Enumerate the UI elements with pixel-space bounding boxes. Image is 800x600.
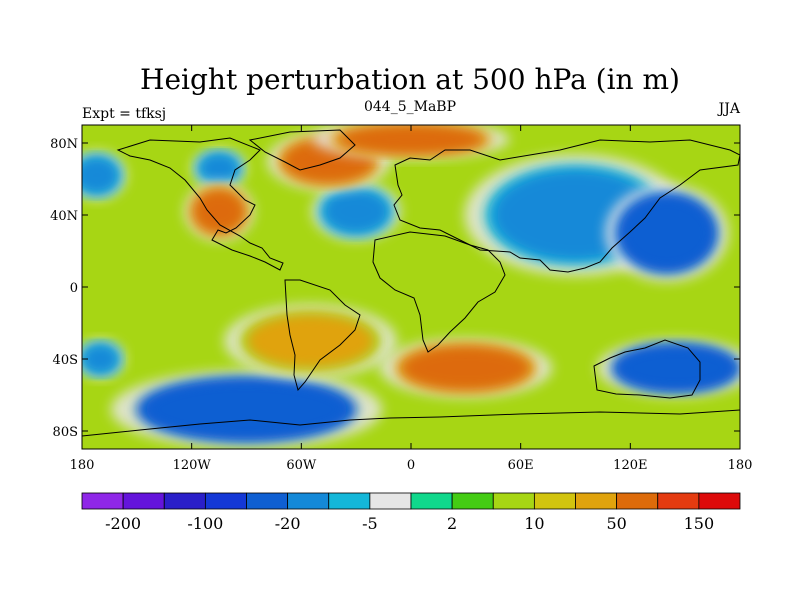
field-core bbox=[323, 189, 390, 233]
field-core bbox=[145, 380, 348, 439]
europe-asia-outline bbox=[393, 139, 740, 273]
field-core bbox=[337, 125, 485, 154]
colorbar-swatch bbox=[698, 492, 741, 510]
colorbar-swatch bbox=[328, 492, 371, 510]
colorbar-swatch bbox=[575, 492, 618, 510]
field-core bbox=[621, 197, 713, 269]
field-core bbox=[401, 346, 530, 390]
colorbar-swatch bbox=[410, 492, 453, 510]
colorbar-swatch bbox=[616, 492, 659, 510]
field-core bbox=[82, 157, 119, 194]
field-contours bbox=[82, 125, 740, 449]
field-region-southern-ocean-low bbox=[110, 370, 383, 449]
colorbar-label: 2 bbox=[447, 514, 457, 533]
x-tick-label: 60W bbox=[286, 458, 317, 473]
field-core bbox=[617, 346, 735, 390]
field-region-north-america-high bbox=[184, 182, 254, 241]
colorbar-swatch bbox=[204, 492, 247, 510]
colorbar-swatch bbox=[451, 492, 494, 510]
colorbar-label: 10 bbox=[524, 514, 544, 533]
y-axis: 80N 40N 0 40S 80S bbox=[50, 137, 740, 440]
continent-outlines bbox=[82, 129, 740, 437]
field-region-south-america-high bbox=[224, 304, 397, 378]
colorbar-swatch bbox=[657, 492, 700, 510]
colorbar-label: 150 bbox=[684, 514, 715, 533]
australia-outline bbox=[593, 339, 701, 399]
antarctica-outline bbox=[82, 409, 740, 437]
x-tick-label: 180 bbox=[728, 458, 753, 473]
period-label: 044_5_MaBP bbox=[364, 99, 456, 115]
greenland-outline bbox=[248, 129, 356, 171]
chart-title: Height perturbation at 500 hPa (in m) bbox=[140, 63, 680, 96]
colorbar-swatch bbox=[287, 492, 330, 510]
x-tick-label: 120E bbox=[613, 458, 647, 473]
south-america-outline bbox=[284, 279, 361, 392]
y-tick-label: 80N bbox=[50, 137, 78, 152]
colorbar-swatch bbox=[533, 492, 576, 510]
season-label: JJA bbox=[717, 101, 741, 117]
x-tick-label: 0 bbox=[407, 458, 415, 473]
colorbar-label: -5 bbox=[362, 514, 378, 533]
colorbar-label: -20 bbox=[275, 514, 301, 533]
x-axis: 180 120W 60W 0 60E 120E 180 bbox=[70, 125, 753, 473]
y-tick-label: 0 bbox=[70, 281, 78, 296]
field-core bbox=[193, 189, 245, 233]
colorbar-swatch bbox=[81, 492, 124, 510]
y-tick-label: 40N bbox=[50, 209, 78, 224]
field-region-north-america-east-low bbox=[191, 148, 247, 188]
africa-outline bbox=[372, 231, 506, 353]
x-tick-label: 60E bbox=[508, 458, 534, 473]
colorbar-swatch bbox=[369, 492, 412, 510]
field-core bbox=[246, 314, 375, 368]
field-region-north-atlantic-low bbox=[311, 182, 401, 241]
colorbar: -200 -100 -20 -5 2 10 50 150 bbox=[81, 492, 741, 533]
colorbar-swatch bbox=[246, 492, 289, 510]
y-tick-label: 40S bbox=[53, 353, 78, 368]
field-region-south-atlantic-high bbox=[379, 338, 553, 398]
map-plot-area: 180 120W 60W 0 60E 120E 180 80N 40N 0 40S 80S bbox=[50, 124, 753, 473]
field-core bbox=[82, 344, 119, 374]
colorbar-swatch bbox=[122, 492, 165, 510]
field-region-south-pacific-west-low bbox=[82, 339, 125, 379]
colorbar-swatch bbox=[163, 492, 206, 510]
colorbar-label: -200 bbox=[105, 514, 141, 533]
colorbar-swatch bbox=[492, 492, 535, 510]
colorbar-label: -100 bbox=[187, 514, 223, 533]
field-core bbox=[198, 153, 240, 183]
experiment-label: Expt = tfksj bbox=[82, 106, 166, 122]
x-tick-label: 180 bbox=[70, 458, 95, 473]
y-tick-label: 80S bbox=[53, 425, 78, 440]
field-region-north-pacific-low bbox=[605, 184, 729, 282]
north-america-outline bbox=[116, 137, 284, 271]
colorbar-label: 50 bbox=[606, 514, 626, 533]
field-region-indian-ocean-low bbox=[597, 338, 740, 398]
x-tick-label: 120W bbox=[173, 458, 212, 473]
field-region-north-pacific-west-low bbox=[82, 151, 127, 200]
